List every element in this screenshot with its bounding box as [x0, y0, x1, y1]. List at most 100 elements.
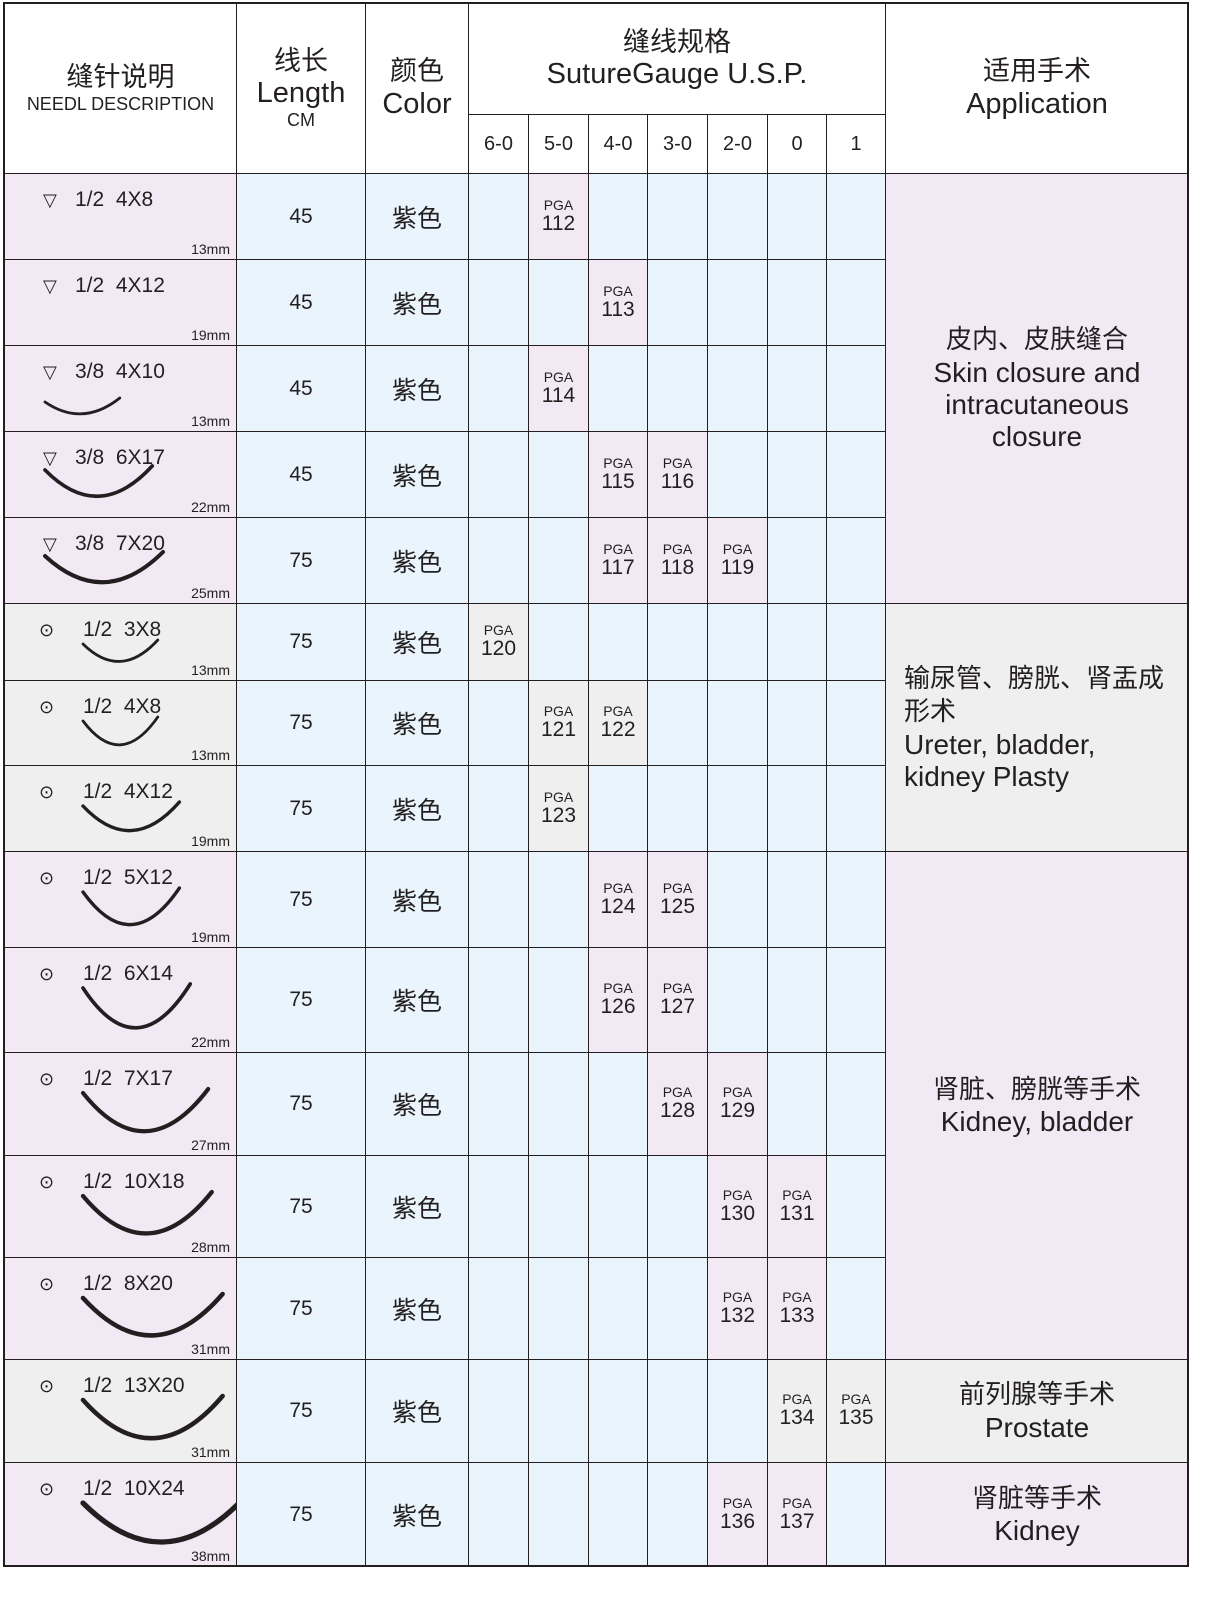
needle-description-row-8: ⊙ 1/2 5X12 19mm [4, 851, 237, 948]
gauge-cell-empty [647, 1155, 708, 1258]
gauge-header-5-0: 5-0 [528, 114, 589, 174]
length-cell: 45 [236, 259, 366, 346]
product-code: 114 [541, 383, 576, 407]
gauge-cell-empty [468, 1052, 529, 1156]
length-value: 75 [289, 1502, 313, 1526]
color-value: 紫色 [391, 462, 442, 491]
gauge-cell-empty [826, 947, 886, 1053]
length-cell: 75 [236, 1155, 366, 1258]
code-prefix: PGA [603, 454, 633, 471]
needle-curve: 1/2 [83, 695, 113, 718]
gauge-cell-empty [588, 345, 648, 432]
gauge-cell-empty [707, 947, 768, 1053]
gauge-cell-empty [767, 1052, 827, 1156]
length-value: 75 [289, 1296, 313, 1320]
gauge-header-6-0: 6-0 [468, 114, 529, 174]
needle-description-row-0: ▽ 1/2 4X8 13mm [4, 173, 237, 260]
gauge-cell-5-0: PGA 121 [528, 680, 589, 766]
round-body-icon: ⊙ [39, 782, 55, 802]
length-value: 75 [289, 887, 313, 911]
needle-curve: 1/2 [83, 962, 113, 985]
triangle-point-icon: ▽ [43, 362, 57, 382]
needle-description-row-4: ▽ 3/8 7X20 25mm [4, 517, 237, 604]
length-value: 45 [289, 462, 313, 486]
needle-spec: 1/2 4X8 [83, 695, 161, 719]
header-app-en: Application [966, 87, 1108, 120]
length-value: 75 [289, 988, 313, 1011]
gauge-cell-empty [528, 1052, 589, 1156]
product-code: 126 [600, 995, 636, 1019]
gauge-cell-empty [826, 1257, 886, 1360]
gauge-cell-empty [647, 765, 708, 852]
color-cell: 紫色 [365, 1462, 469, 1567]
needle-curve-icon [81, 715, 160, 747]
color-value: 紫色 [391, 1296, 442, 1325]
header-needle-description: 缝针说明 NEEDL DESCRIPTION [4, 2, 237, 174]
product-code: 118 [660, 555, 695, 579]
gauge-cell-empty [707, 431, 768, 518]
length-cell: 45 [236, 345, 366, 432]
gauge-cell-empty [707, 680, 768, 766]
color-cell: 紫色 [365, 1155, 469, 1258]
color-cell: 紫色 [365, 259, 469, 346]
application-cn: 输尿管、膀胱、肾盂成形术 [904, 662, 1165, 727]
color-value: 紫色 [391, 988, 442, 1016]
gauge-cell-empty [707, 1359, 768, 1463]
gauge-label: 3-0 [663, 132, 692, 155]
product-code: 121 [540, 718, 577, 742]
needle-curve-icon [80, 1500, 237, 1545]
needle-curve: 1/2 [83, 1272, 113, 1295]
needle-length-mm: 25mm [191, 585, 230, 601]
header-color-cn: 颜色 [390, 56, 444, 87]
application-cell-4: 肾脏等手术 Kidney [885, 1462, 1189, 1567]
header-suture-gauge: 缝线规格 SutureGauge U.S.P. [468, 2, 886, 115]
length-cell: 75 [236, 517, 366, 604]
triangle-point-icon: ▽ [43, 190, 57, 210]
needle-description-row-6: ⊙ 1/2 4X8 13mm [4, 680, 237, 766]
gauge-header-1: 1 [826, 114, 886, 174]
gauge-cell-0: PGA 134 [767, 1359, 827, 1463]
needle-size: 6X14 [123, 962, 173, 985]
needle-curve-icon [43, 464, 155, 499]
gauge-cell-empty [647, 259, 708, 346]
round-body-icon: ⊙ [39, 1479, 55, 1499]
gauge-cell-empty [826, 603, 886, 681]
gauge-cell-empty [528, 603, 589, 681]
product-code: 134 [779, 1406, 815, 1430]
length-value: 45 [289, 376, 313, 400]
gauge-cell-empty [647, 1257, 708, 1360]
needle-length-mm: 19mm [191, 327, 230, 343]
gauge-cell-empty [588, 603, 648, 681]
needle-spec: 1/2 4X8 [75, 188, 153, 212]
needle-length-mm: 13mm [191, 413, 230, 429]
gauge-cell-empty [588, 765, 648, 852]
length-cell: 75 [236, 1462, 366, 1567]
color-value: 紫色 [391, 887, 442, 916]
gauge-cell-empty [767, 947, 827, 1053]
needle-curve: 1/2 [83, 866, 113, 889]
product-code: 122 [600, 718, 636, 742]
color-cell: 紫色 [365, 1052, 469, 1156]
length-value: 75 [289, 548, 313, 572]
code-prefix: PGA [782, 1391, 812, 1408]
gauge-cell-5-0: PGA 114 [528, 345, 589, 432]
gauge-cell-empty [647, 173, 708, 260]
code-prefix: PGA [782, 1186, 812, 1203]
round-body-icon: ⊙ [39, 620, 55, 640]
gauge-cell-empty [588, 1155, 648, 1258]
needle-size: 5X12 [123, 866, 173, 889]
gauge-cell-empty [767, 431, 827, 518]
gauge-cell-empty [528, 947, 589, 1053]
product-code: 125 [659, 894, 696, 918]
color-value: 紫色 [391, 204, 442, 233]
needle-length-mm: 27mm [191, 1137, 230, 1153]
color-value: 紫色 [391, 1092, 442, 1120]
gauge-cell-empty [767, 851, 827, 948]
color-cell: 紫色 [365, 1257, 469, 1360]
length-value: 75 [289, 796, 313, 820]
needle-curve: 1/2 [75, 188, 105, 211]
application-en: Prostate [984, 1411, 1090, 1443]
code-prefix: PGA [603, 879, 633, 896]
gauge-cell-empty [767, 765, 827, 852]
round-body-icon: ⊙ [39, 1274, 55, 1294]
